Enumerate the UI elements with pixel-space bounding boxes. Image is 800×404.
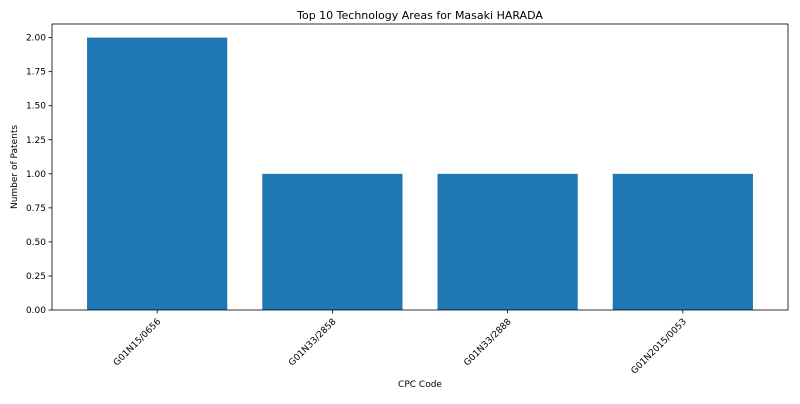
- y-tick-label: 0.75: [26, 204, 46, 214]
- y-tick-label: 0.25: [26, 272, 46, 282]
- x-axis-label: CPC Code: [398, 380, 442, 390]
- y-axis-label: Number of Patents: [10, 125, 20, 209]
- y-tick-label: 1.75: [26, 68, 46, 78]
- x-tick-label: G01N33/2888: [462, 317, 513, 368]
- y-tick-label: 1.25: [26, 136, 46, 146]
- y-tick-label: 2.00: [26, 34, 46, 44]
- x-tick-label: G01N33/2858: [287, 317, 338, 368]
- y-axis-ticks: 0.00 0.25 0.50 0.75 1.00 1.25 1.50 1.75 2.00: [26, 34, 52, 316]
- bar-G01N33/2858: [262, 174, 402, 310]
- y-tick-label: 0.50: [26, 238, 46, 248]
- x-axis-ticks: G01N15/0656 G01N33/2858 G01N33/2888 G01N201…: [112, 310, 689, 376]
- bar-G01N2015/0053: [613, 174, 753, 310]
- y-tick-label: 1.50: [26, 102, 46, 112]
- x-tick-label: G01N2015/0053: [630, 317, 689, 376]
- y-tick-label: 1.00: [26, 170, 46, 180]
- bars-group: [87, 38, 753, 310]
- x-tick-label: G01N15/0656: [112, 317, 163, 368]
- bar-G01N33/2888: [438, 174, 578, 310]
- bar-G01N15/0656: [87, 38, 227, 310]
- y-tick-label: 0.00: [26, 306, 46, 316]
- chart-title: Top 10 Technology Areas for Masaki HARAD…: [296, 9, 543, 22]
